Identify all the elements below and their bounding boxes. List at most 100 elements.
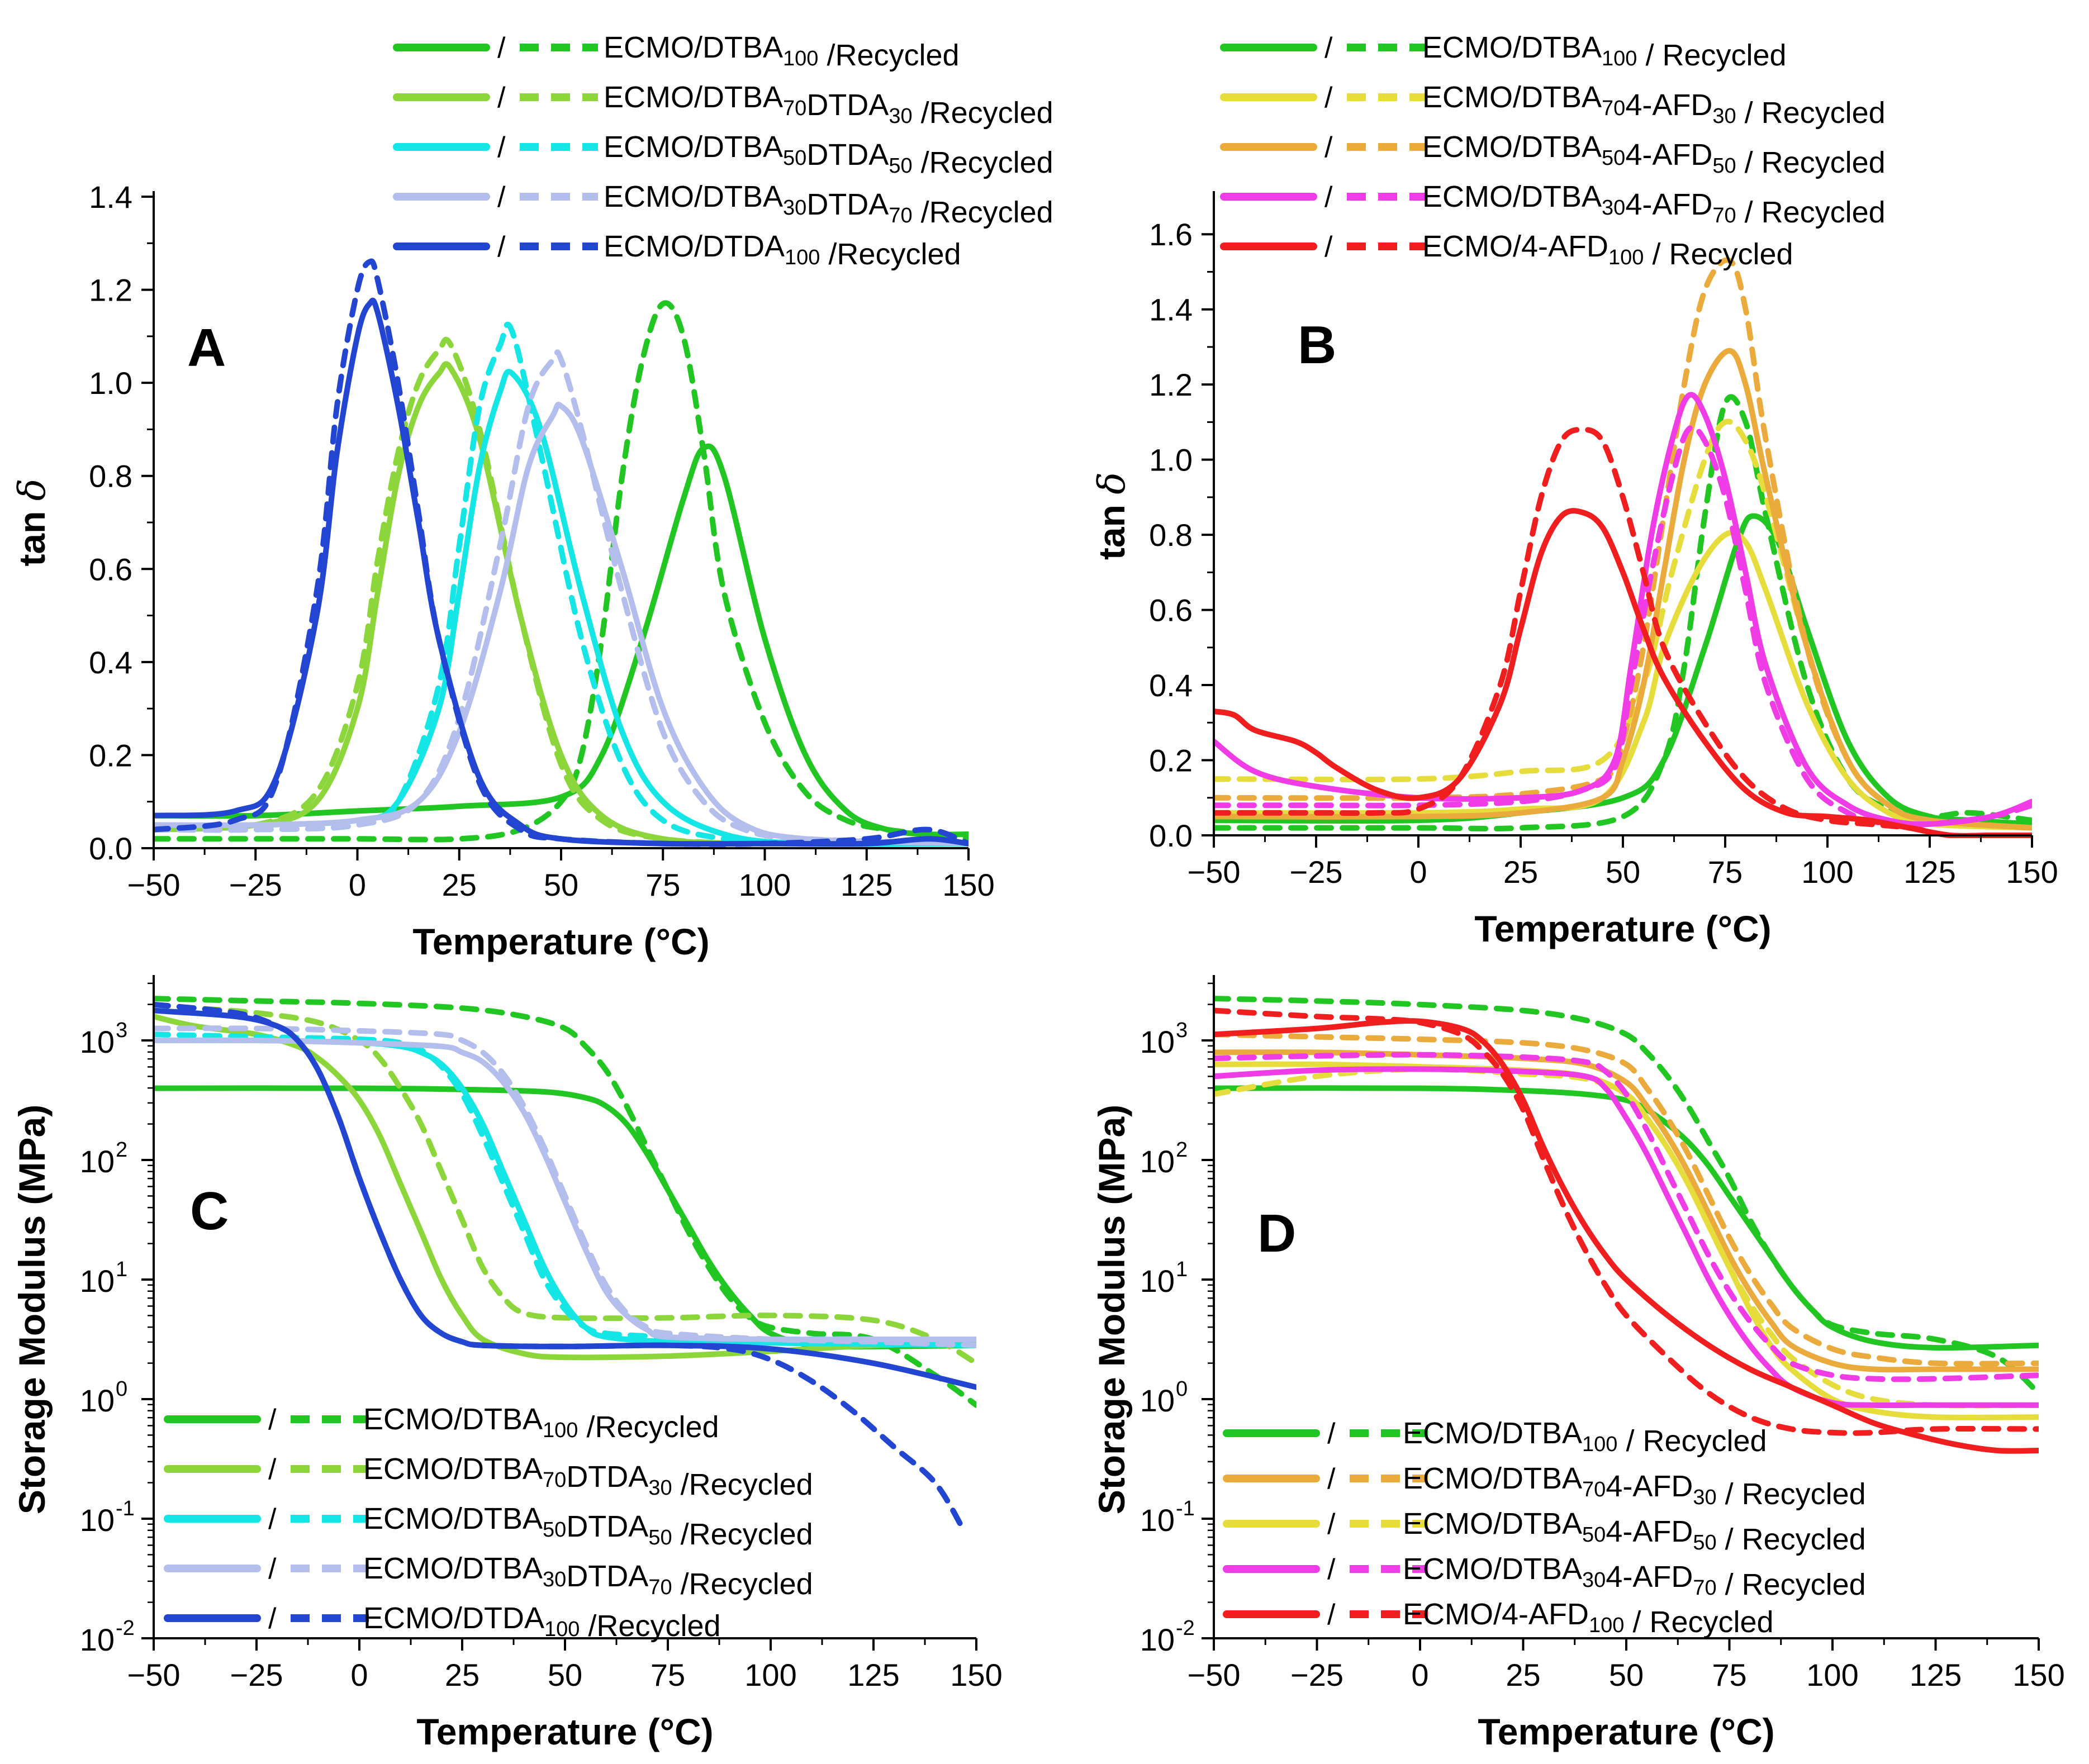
series-line-recycled-7 xyxy=(1214,424,2032,828)
x-tick-label: 125 xyxy=(1910,1657,1962,1692)
legend-entry: / ECMO/DTBA100 / Recycled xyxy=(1220,31,1787,72)
series-group xyxy=(1214,257,2032,838)
legend-entry: / ECMO/DTBA50DTDA50 /Recycled xyxy=(164,1502,813,1551)
y-tick-label: 10 xyxy=(80,1622,115,1657)
legend-slash: / xyxy=(1327,1508,1336,1540)
legend-label: ECMO/DTBA100 / Recycled xyxy=(1422,31,1787,72)
series-line-original-0 xyxy=(1214,1085,2039,1351)
y-tick-exponent: 3 xyxy=(1176,1019,1188,1042)
series-line-original-6 xyxy=(154,401,968,847)
series-line-recycled-7 xyxy=(154,1025,976,1348)
legend-entry: / ECMO/DTBA70DTDA30 /Recycled xyxy=(164,1452,813,1501)
legend-label: ECMO/DTBA304-AFD70 / Recycled xyxy=(1403,1552,1866,1601)
y-tick-label: 10 xyxy=(1140,1263,1175,1299)
x-tick-label: 125 xyxy=(1903,854,1955,890)
series-line-recycled-1 xyxy=(1214,996,2039,1396)
legend: / ECMO/DTBA100 / Recycled / ECMO/DTBA704-AF… xyxy=(1223,1416,1866,1639)
y-tick-label: 1.0 xyxy=(1149,443,1193,478)
series-line-recycled-1 xyxy=(154,996,976,1408)
legend-slash: / xyxy=(268,1404,277,1436)
legend-label: ECMO/4-AFD100 / Recycled xyxy=(1422,230,1793,271)
y-tick-label: 0.2 xyxy=(1149,743,1193,778)
x-tick-label: −25 xyxy=(1290,1657,1343,1692)
legend-entry: / ECMO/DTBA50DTDA50 /Recycled xyxy=(393,130,1053,179)
legend-slash: / xyxy=(497,131,506,164)
y-tick-label: 0.2 xyxy=(89,738,132,773)
x-tick-label: −50 xyxy=(1188,1657,1241,1692)
x-tick-label: 150 xyxy=(942,867,994,902)
series-line-recycled-3 xyxy=(1214,1031,2039,1367)
series-group xyxy=(154,996,976,1534)
x-axis-title: Temperature (°C) xyxy=(416,1711,713,1752)
x-tick-label: 25 xyxy=(1506,1657,1540,1692)
series-line-original-6 xyxy=(1214,1066,2039,1409)
x-tick-label: 125 xyxy=(841,867,892,902)
legend-slash: / xyxy=(268,1553,277,1585)
x-tick-label: 75 xyxy=(1712,1657,1746,1692)
y-tick-exponent: 0 xyxy=(1176,1377,1188,1401)
y-tick-label: 10 xyxy=(1140,1144,1175,1179)
legend-label: ECMO/4-AFD100 / Recycled xyxy=(1403,1597,1774,1639)
x-tick-label: 100 xyxy=(1806,1657,1858,1692)
x-tick-label: 25 xyxy=(442,867,477,902)
legend-label: ECMO/DTBA70DTDA30 /Recycled xyxy=(363,1452,813,1501)
y-tick-label: 1.2 xyxy=(1149,367,1193,402)
legend-label: ECMO/DTBA50DTDA50 /Recycled xyxy=(604,130,1053,179)
y-tick-label: 10 xyxy=(80,1144,115,1179)
x-tick-label: 150 xyxy=(2012,1657,2064,1692)
series-line-recycled-5 xyxy=(154,1031,976,1348)
y-tick-exponent: -1 xyxy=(116,1497,135,1520)
legend-slash: / xyxy=(1324,32,1333,64)
y-tick-label: 0.8 xyxy=(1149,517,1193,553)
legend-slash: / xyxy=(268,1453,277,1486)
legend-entry: / ECMO/4-AFD100 / Recycled xyxy=(1220,230,1793,271)
legend-slash: / xyxy=(1327,1599,1336,1631)
y-tick-exponent: 1 xyxy=(116,1258,127,1281)
y-tick-label: 1.4 xyxy=(1149,292,1193,327)
y-tick-label: 10 xyxy=(1140,1383,1175,1418)
legend-label: ECMO/DTBA30DTDA70 /Recycled xyxy=(604,180,1053,229)
legend-entry: / ECMO/DTBA504-AFD50 / Recycled xyxy=(1220,130,1886,179)
x-tick-label: −50 xyxy=(127,1657,181,1692)
y-tick-label: 0.8 xyxy=(89,459,132,494)
panel-letter: A xyxy=(187,318,226,378)
series-line-recycled-5 xyxy=(1214,1066,2039,1409)
x-tick-label: 50 xyxy=(548,1657,582,1692)
x-tick-label: 0 xyxy=(1411,1657,1428,1692)
x-tick-label: −25 xyxy=(1290,854,1343,890)
x-axis-title: Temperature (°C) xyxy=(1474,908,1771,949)
x-tick-label: 75 xyxy=(1708,854,1743,890)
y-tick-label: 10 xyxy=(1140,1622,1175,1657)
x-tick-label: 125 xyxy=(847,1657,899,1692)
legend-entry: / ECMO/DTBA30DTDA70 /Recycled xyxy=(393,180,1053,229)
legend-slash: / xyxy=(1327,1463,1336,1495)
legend-entry: / ECMO/DTBA304-AFD70 / Recycled xyxy=(1223,1552,1866,1601)
x-tick-label: 0 xyxy=(349,867,366,902)
x-tick-label: −50 xyxy=(1188,854,1241,890)
series-line-original-8 xyxy=(1214,508,2032,838)
x-tick-label: 150 xyxy=(2006,854,2058,890)
legend-entry: / ECMO/DTBA704-AFD30 / Recycled xyxy=(1220,80,1886,130)
x-tick-label: 50 xyxy=(1609,1657,1644,1692)
series-line-original-4 xyxy=(1214,348,2032,831)
x-tick-label: −25 xyxy=(229,867,282,902)
chart-panel-a: −50 −25 0 25 50 75 100 125 150 0.0 0.2 0.4 0.6 0.8 1.0… xyxy=(11,31,1053,962)
x-tick-label: 0 xyxy=(350,1657,368,1692)
panel-letter: C xyxy=(190,1181,229,1241)
legend-label: ECMO/DTBA50DTDA50 /Recycled xyxy=(363,1502,813,1551)
legend-slash: / xyxy=(268,1503,277,1535)
panel-letter: D xyxy=(1257,1204,1296,1263)
legend-label: ECMO/DTBA504-AFD50 / Recycled xyxy=(1403,1507,1866,1556)
x-tick-label: 50 xyxy=(544,867,578,902)
y-axis-title: tan δ xyxy=(1090,472,1133,560)
legend-slash: / xyxy=(1327,1418,1336,1450)
y-tick-exponent: 1 xyxy=(1176,1258,1188,1281)
y-tick-exponent: -2 xyxy=(116,1616,135,1640)
legend-slash: / xyxy=(497,181,506,213)
legend-label: ECMO/DTBA504-AFD50 / Recycled xyxy=(1422,130,1886,179)
x-tick-label: 100 xyxy=(1801,854,1853,890)
panel-letter: B xyxy=(1298,315,1336,375)
x-tick-label: −25 xyxy=(230,1657,283,1692)
